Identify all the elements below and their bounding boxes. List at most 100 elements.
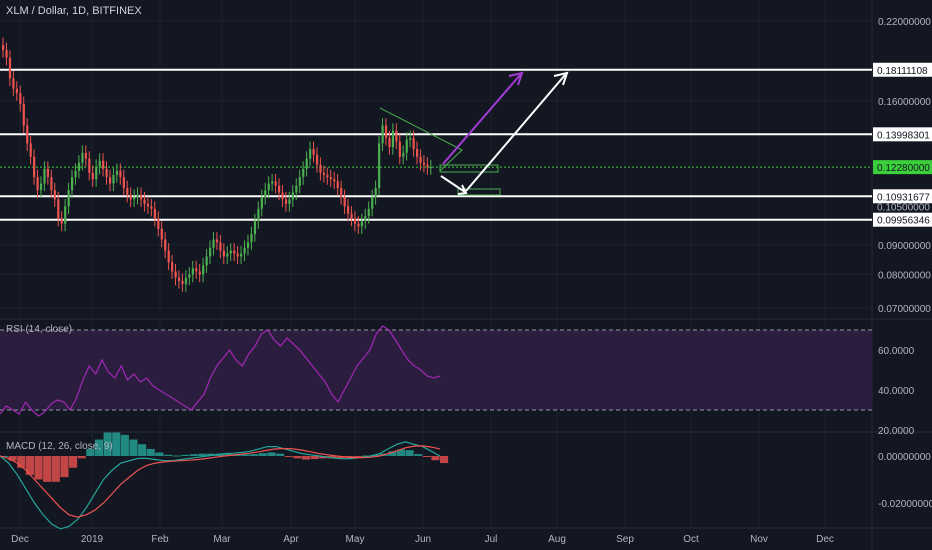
macd-histogram-bar	[69, 456, 78, 468]
candle-body	[191, 268, 194, 275]
candle-body	[298, 177, 301, 186]
price-level-label: 0.10931677	[877, 192, 930, 203]
candle-body	[108, 177, 112, 184]
rsi-label[interactable]: RSI (14, close)	[6, 324, 73, 335]
macd-histogram-bar	[0, 456, 9, 457]
candle-body	[64, 206, 67, 224]
candle-body	[184, 277, 188, 285]
candle-body	[257, 208, 260, 222]
signal-line	[0, 445, 441, 518]
candle-body	[171, 262, 174, 272]
candle-body	[350, 213, 353, 219]
macd-histogram-bar	[362, 455, 371, 457]
candle-body	[333, 179, 336, 182]
candle-body	[12, 78, 15, 89]
candle-body	[150, 206, 153, 209]
candle-body	[378, 143, 381, 188]
candle-body	[164, 239, 167, 251]
candle-body	[233, 250, 236, 254]
macd-label[interactable]: MACD (12, 26, close, 9)	[6, 441, 113, 452]
candle-body	[39, 183, 43, 191]
candle-body	[374, 187, 377, 198]
candle-body	[429, 167, 432, 169]
symbol-title[interactable]: XLM / Dollar, 1D, BITFINEX	[6, 5, 142, 17]
candle-body	[302, 168, 305, 178]
macd-histogram-bar	[284, 456, 293, 457]
candle-body	[157, 218, 160, 229]
candle-body	[236, 253, 239, 257]
candle-body	[174, 271, 177, 278]
macd-tick-label: 0.00000000	[878, 452, 931, 463]
candle-body	[81, 152, 84, 163]
rsi-line	[0, 325, 441, 417]
macd-line	[0, 441, 441, 530]
projection-arrow	[442, 74, 521, 165]
price-panel	[0, 0, 872, 318]
price-level-label: 0.18111108	[877, 66, 928, 77]
macd-histogram-bar	[120, 434, 129, 456]
macd-tick-label: -0.02000000	[878, 499, 932, 510]
macd-histogram-bar	[146, 448, 155, 456]
macd-histogram-bar	[181, 454, 190, 456]
macd-histogram-bar	[34, 456, 43, 480]
candle-body	[274, 181, 277, 186]
candle-body	[177, 277, 181, 281]
price-level-label: 0.09956346	[877, 216, 930, 227]
candle-body	[226, 253, 229, 257]
candle-body	[188, 274, 191, 278]
candle-body	[395, 130, 398, 142]
candle-body	[19, 93, 22, 104]
candle-body	[360, 221, 363, 227]
candle-body	[160, 228, 163, 240]
price-tick-label: 0.09000000	[878, 241, 931, 252]
candle-body	[371, 197, 374, 209]
macd-histogram-bar	[396, 449, 405, 456]
macd-histogram-bar	[267, 452, 276, 456]
candle-body	[84, 152, 87, 159]
candle-body	[284, 199, 288, 205]
macd-histogram-bar	[440, 456, 449, 464]
macd-histogram-bar	[8, 456, 17, 461]
macd-histogram-bar	[60, 456, 69, 478]
time-label: Apr	[283, 534, 299, 545]
macd-histogram-bar	[189, 454, 198, 456]
candle-body	[343, 197, 346, 207]
candle-body	[426, 164, 429, 168]
candle-body	[229, 250, 232, 254]
candle-body	[98, 160, 101, 167]
macd-histogram-bar	[293, 456, 302, 459]
candle-body	[291, 192, 294, 200]
candle-body	[391, 130, 395, 148]
candle-body	[15, 88, 18, 94]
time-label: Jul	[485, 534, 498, 545]
macd-histogram-bar	[353, 456, 362, 457]
candle-body	[353, 218, 357, 224]
candle-body	[381, 125, 384, 144]
candle-body	[253, 221, 257, 235]
candle-body	[115, 170, 119, 176]
price-level-label: 0.10500000	[877, 202, 930, 213]
candle-body	[412, 137, 415, 150]
macd-histogram-bar	[198, 453, 207, 456]
rsi-tick-label: 20.0000	[878, 426, 915, 437]
candle-body	[77, 162, 81, 171]
rsi-tick-label: 40.0000	[878, 386, 915, 397]
candle-body	[271, 181, 274, 184]
candle-body	[215, 239, 219, 243]
candle-body	[322, 172, 326, 176]
macd-histogram-bar	[163, 454, 173, 456]
target-box	[439, 164, 499, 173]
arrowhead	[457, 184, 468, 195]
candle-body	[281, 192, 284, 200]
current-price-label: 0.12280000	[877, 163, 930, 174]
candle-body	[53, 190, 56, 200]
projection-arrow	[440, 175, 466, 193]
candle-body	[347, 206, 350, 214]
macd-histogram-bar	[422, 456, 431, 457]
macd-histogram-bar	[414, 454, 423, 456]
candle-body	[5, 49, 8, 58]
time-label: Nov	[750, 534, 768, 545]
candle-body	[105, 168, 108, 178]
macd-histogram-bar	[388, 451, 397, 456]
